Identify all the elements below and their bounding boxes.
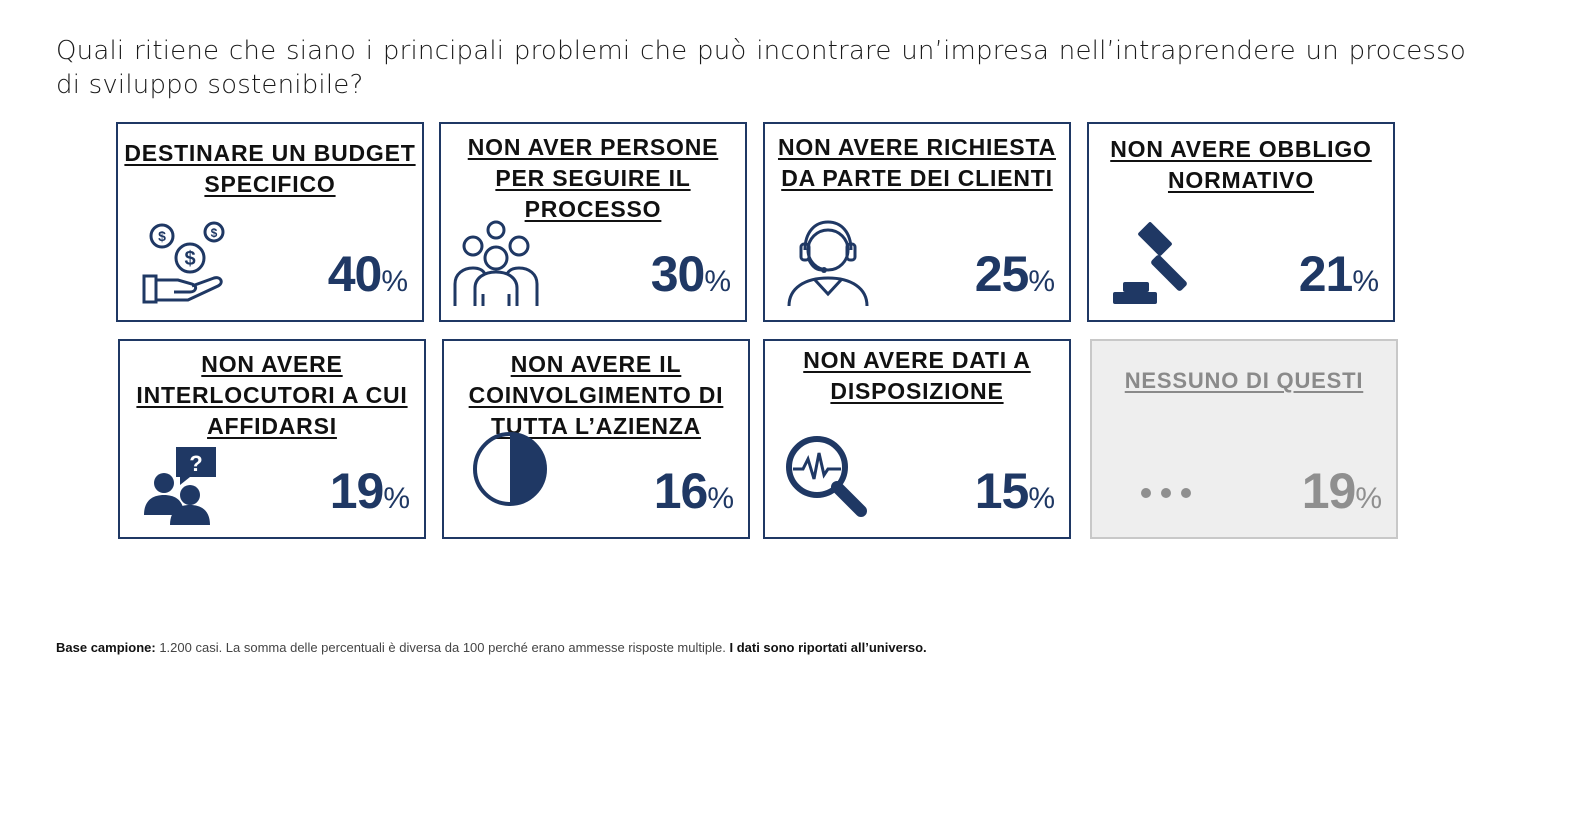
- card-dati: NON AVERE DATI A DISPOSIZIONE 15%: [763, 339, 1071, 539]
- card-title: NON AVERE OBBLIGO NORMATIVO: [1110, 136, 1372, 193]
- footnote-label: Base campione:: [56, 640, 156, 655]
- card-value: 40%: [327, 246, 408, 302]
- svg-text:$: $: [158, 228, 166, 244]
- footnote-text: 1.200 casi. La somma delle percentuali è…: [155, 640, 730, 655]
- question-title: Quali ritiene che siano i principali pro…: [56, 36, 1466, 100]
- half-circle-icon: [473, 432, 547, 506]
- card-title: DESTINARE UN BUDGET SPECIFICO: [124, 140, 416, 197]
- card-value: 19%: [329, 463, 410, 519]
- card-interlocutori: NON AVERE INTERLOCUTORI A CUI AFFIDARSI …: [118, 339, 426, 539]
- card-nessuno: NESSUNO DI QUESTI 19%: [1090, 339, 1398, 539]
- card-value: 21%: [1298, 246, 1379, 302]
- headset-agent-icon: [787, 220, 869, 307]
- card-title: NON AVERE INTERLOCUTORI A CUI AFFIDARSI: [136, 351, 408, 439]
- ellipsis-icon: [1141, 488, 1191, 498]
- footnote-bold-tail: I dati sono riportati all’universo.: [729, 640, 927, 655]
- card-title: NON AVERE DATI A DISPOSIZIONE: [803, 347, 1031, 404]
- card-persone: NON AVER PERSONE PER SEGUIRE IL PROCESSO…: [439, 122, 747, 322]
- footnote: Base campione: 1.200 casi. La somma dell…: [56, 640, 927, 655]
- magnifier-pulse-icon: [786, 436, 867, 517]
- card-title: NON AVERE RICHIESTA DA PARTE DEI CLIENTI: [777, 134, 1056, 191]
- card-coinvolgimento: NON AVERE IL COINVOLGIMENTO DI TUTTA L’A…: [442, 339, 750, 539]
- card-title: NON AVERE IL COINVOLGIMENTO DI TUTTA L’A…: [468, 351, 724, 439]
- card-normativo: NON AVERE OBBLIGO NORMATIVO 21%: [1087, 122, 1395, 322]
- card-budget: DESTINARE UN BUDGET SPECIFICO $ $ $ 40%: [116, 122, 424, 322]
- gavel-icon: [1113, 222, 1187, 304]
- card-value: 19%: [1301, 463, 1382, 519]
- card-value: 15%: [974, 463, 1055, 519]
- svg-text:$: $: [211, 226, 218, 240]
- card-title: NON AVER PERSONE PER SEGUIRE IL PROCESSO: [467, 134, 719, 222]
- card-clienti: NON AVERE RICHIESTA DA PARTE DEI CLIENTI…: [763, 122, 1071, 322]
- svg-text:$: $: [184, 248, 195, 270]
- money-hand-icon: $ $ $: [142, 221, 225, 304]
- card-value: 16%: [653, 463, 734, 519]
- team-icon: [453, 220, 539, 306]
- card-title: NESSUNO DI QUESTI: [1124, 368, 1364, 393]
- card-value: 30%: [650, 246, 731, 302]
- card-value: 25%: [974, 246, 1055, 302]
- svg-text:?: ?: [189, 451, 202, 476]
- question-people-icon: ?: [144, 447, 216, 525]
